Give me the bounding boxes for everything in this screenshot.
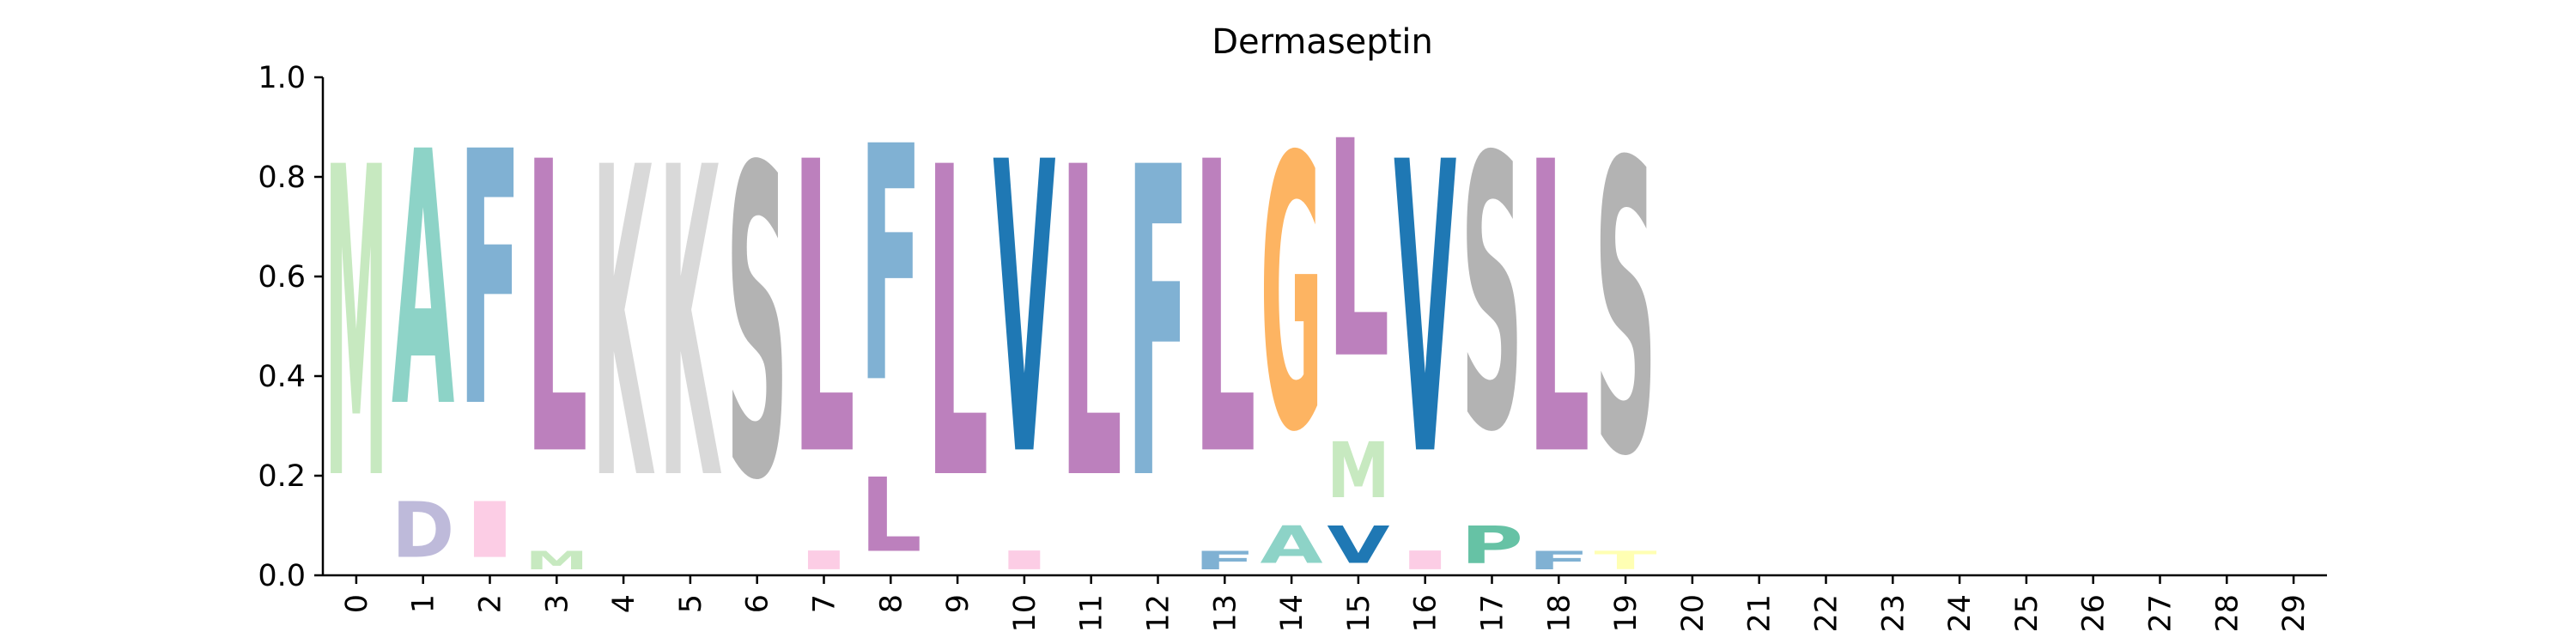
x-tick-label: 9 (941, 594, 975, 613)
y-tick-label: 0.2 (258, 459, 306, 494)
x-tick-label: 7 (808, 594, 842, 613)
logo-column-3: ML (526, 79, 588, 575)
logo-column-8: LF (860, 79, 922, 575)
x-tick-label: 16 (1409, 594, 1443, 633)
x-tick-label: 14 (1275, 594, 1309, 633)
y-tick-label: 0.0 (258, 559, 306, 593)
logo-letter-K: K (659, 79, 721, 574)
logo-letter-F: F (1127, 78, 1189, 574)
logo-column-7: IL (793, 79, 855, 575)
logo-letter-L: L (793, 79, 855, 544)
x-tick-label: 17 (1476, 594, 1510, 633)
logo-letter-K: K (592, 79, 655, 574)
logo-column-15: VML (1327, 77, 1389, 575)
logo-column-19: TS (1595, 78, 1658, 575)
x-tick-label: 18 (1542, 594, 1577, 633)
x-tick-label: 24 (1943, 594, 1978, 633)
x-tick-label: 11 (1075, 594, 1109, 633)
logo-letter-I: I (459, 486, 521, 575)
x-tick-label: 6 (741, 594, 775, 613)
x-tick-label: 29 (2277, 594, 2312, 633)
logo-letter-F: F (1528, 545, 1590, 575)
logo-letter-V: V (1327, 516, 1389, 575)
logo-letter-L: L (860, 457, 922, 575)
logo-letter-A: A (1261, 516, 1323, 575)
x-tick-label: 3 (540, 594, 574, 613)
x-tick-label: 19 (1609, 594, 1643, 633)
logo-column-17: PS (1461, 78, 1523, 575)
logo-column-18: FL (1528, 79, 1590, 575)
logo-column-2: IF (459, 79, 521, 575)
logo-letter-L: L (526, 79, 588, 544)
logo-letter-I: I (993, 546, 1055, 576)
y-tick-label: 0.4 (258, 360, 306, 394)
logo-letter-L: L (1327, 77, 1389, 424)
logo-column-13: FL (1194, 79, 1256, 575)
logo-letter-S: S (1595, 78, 1657, 544)
x-tick-label: 5 (674, 594, 708, 613)
x-tick-label: 8 (874, 594, 908, 613)
x-tick-label: 27 (2144, 594, 2178, 633)
x-tick-label: 0 (340, 594, 374, 613)
logo-column-9: L (927, 78, 989, 574)
logo-letter-M: M (325, 78, 387, 574)
logo-letter-F: F (1194, 545, 1256, 575)
logo-letter-D: D (392, 486, 454, 575)
chart-title: Dermaseptin (1212, 22, 1433, 62)
logo-letter-M: M (526, 546, 588, 575)
logo-column-16: IV (1394, 79, 1457, 575)
logo-letter-V: V (1394, 79, 1457, 544)
logo-letter-G: G (1261, 79, 1323, 514)
logo-letter-F: F (459, 79, 521, 485)
logo-column-0: M (325, 78, 387, 574)
x-tick-label: 2 (474, 594, 508, 613)
logo-column-6: S (726, 79, 788, 574)
x-tick-label: 25 (2010, 594, 2044, 633)
logo-column-4: K (592, 79, 655, 574)
logo-letter-I: I (1394, 546, 1456, 576)
y-tick-label: 0.8 (258, 161, 306, 195)
x-tick-label: 10 (1008, 594, 1042, 633)
logo-letter-L: L (1060, 78, 1122, 574)
x-tick-label: 13 (1208, 594, 1242, 633)
x-tick-label: 26 (2077, 594, 2111, 633)
logo-letter-A: A (392, 78, 455, 485)
x-tick-label: 21 (1743, 594, 1777, 633)
logo-letter-I: I (793, 546, 855, 576)
logo-letter-S: S (726, 79, 788, 574)
logo-letter-S: S (1461, 78, 1523, 514)
x-tick-label: 15 (1342, 594, 1376, 633)
logo-letter-L: L (1528, 79, 1590, 544)
y-axis-ticks: 0.0 0.2 0.4 0.6 0.8 1.0 (258, 61, 323, 593)
x-tick-label: 1 (407, 594, 441, 613)
logo-column-1: DA (392, 78, 455, 575)
logo-letter-P: P (1461, 516, 1523, 575)
x-tick-label: 20 (1676, 594, 1710, 633)
logo-letter-L: L (1194, 79, 1256, 544)
x-axis-ticks: 0 1 2 3 4 5 6 7 8 9 10 11 12 13 14 15 16 17 18 19 20 21 22 23 24… (340, 575, 2312, 633)
y-tick-label: 0.6 (258, 260, 306, 295)
x-tick-label: 22 (1810, 594, 1844, 633)
logo-column-12: F (1127, 78, 1189, 574)
logo-column-11: L (1060, 78, 1122, 574)
logo-column-14: AG (1261, 79, 1323, 575)
logo-column-10: IV (993, 79, 1056, 575)
x-tick-label: 12 (1142, 594, 1176, 633)
x-tick-label: 23 (1876, 594, 1911, 633)
logo-letter-V: V (993, 79, 1056, 544)
logo-letter-M: M (1327, 427, 1389, 516)
logo-letter-F: F (860, 79, 922, 455)
logo-column-5: K (659, 79, 721, 574)
y-tick-label: 1.0 (258, 61, 306, 95)
x-tick-label: 4 (607, 594, 641, 613)
x-tick-label: 28 (2210, 594, 2245, 633)
logo-letter-T: T (1595, 545, 1658, 575)
logo-letter-L: L (927, 78, 989, 574)
